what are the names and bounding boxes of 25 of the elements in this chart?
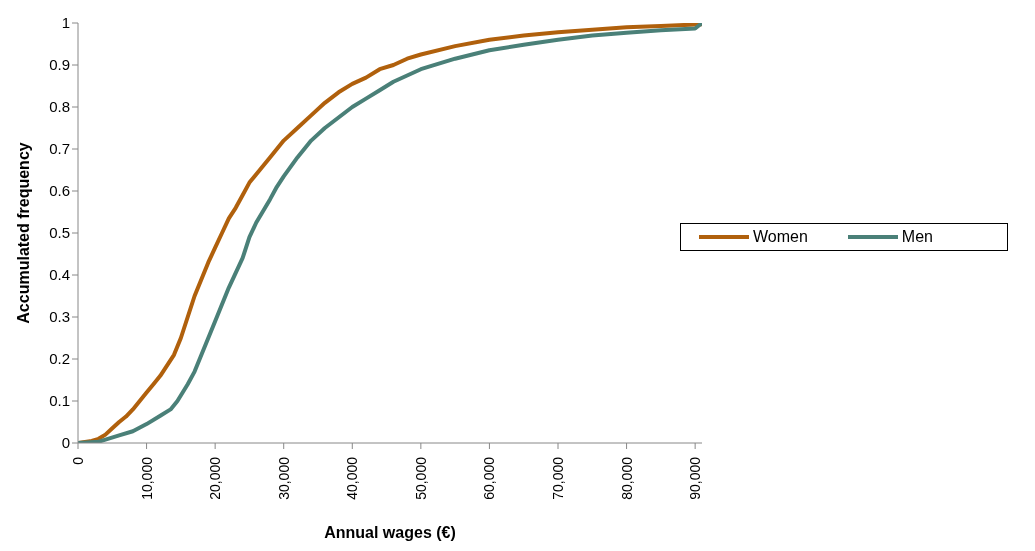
x-tick-label: 60,000: [481, 456, 498, 500]
x-tick-label: 40,000: [344, 456, 361, 500]
y-tick-label: 0.2: [49, 350, 70, 368]
y-tick-label: 0.4: [49, 266, 70, 284]
x-tick-label: 70,000: [550, 456, 566, 500]
y-tick-label: 0.8: [49, 98, 70, 116]
x-tick-label: 30,000: [275, 456, 292, 500]
y-tick-label: 0: [61, 434, 70, 452]
y-tick-label: 0.1: [49, 392, 70, 410]
y-tick-label: 0.7: [49, 140, 70, 158]
y-tick-label: 0.3: [49, 308, 70, 326]
x-tick-label: 20,000: [207, 456, 224, 500]
x-axis-title: Annual wages (€): [324, 524, 456, 541]
x-tick-label: 10,000: [138, 456, 155, 500]
legend-label: Women: [752, 228, 808, 246]
x-tick-label: 50,000: [412, 456, 429, 500]
x-tick-label: 0: [70, 456, 86, 465]
x-tick-label: 90,000: [687, 456, 704, 500]
y-tick-label: 0.9: [49, 56, 70, 74]
x-tick-label: 80,000: [618, 456, 635, 500]
y-tick-label: 1: [61, 14, 70, 32]
legend-label: Men: [900, 228, 933, 246]
y-tick-label: 0.6: [49, 182, 70, 200]
y-axis-title: Accumulated frequency: [14, 142, 32, 324]
y-tick-label: 0.5: [49, 224, 70, 242]
